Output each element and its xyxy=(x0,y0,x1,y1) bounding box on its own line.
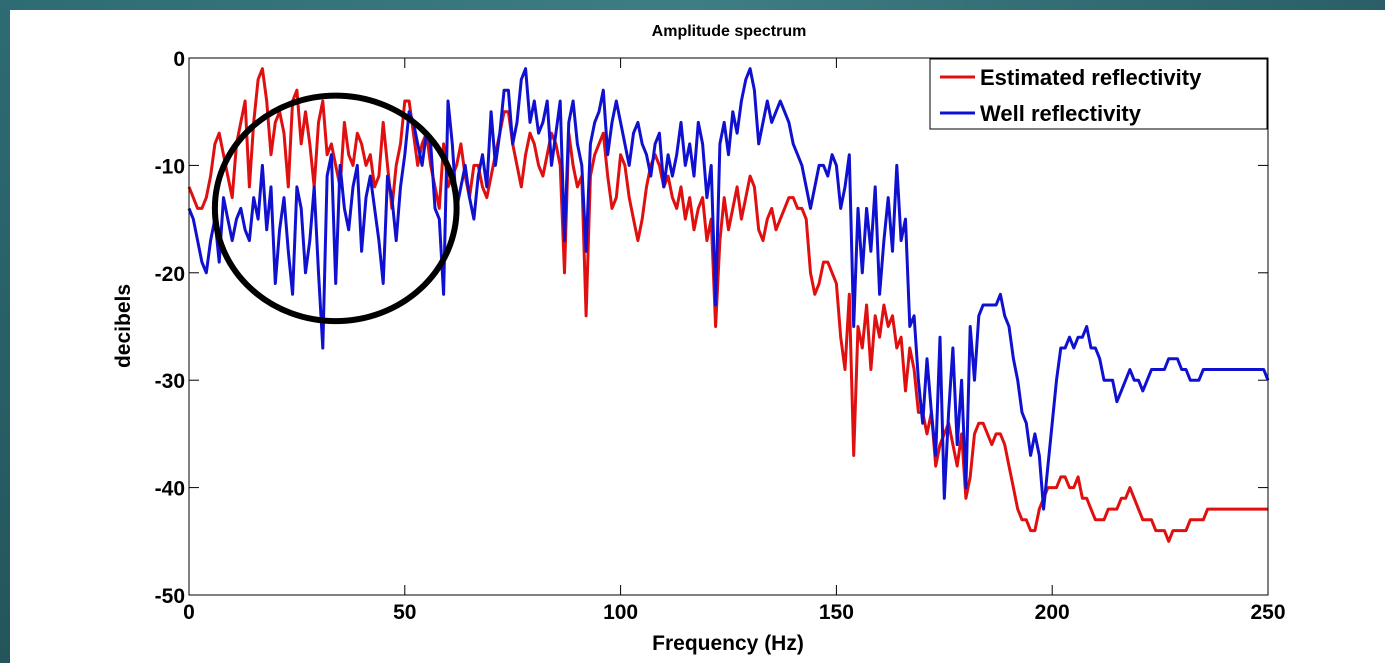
plot-area-frame xyxy=(188,57,1269,596)
slide-frame-top xyxy=(0,0,1385,10)
legend-label-well-reflectivity: Well reflectivity xyxy=(980,101,1142,126)
chart-title: Amplitude spectrum xyxy=(652,23,807,40)
x-axis-label: Frequency (Hz) xyxy=(652,632,804,655)
y-tick-labels: 0 -10 -20 -30 -40 -50 xyxy=(155,48,185,608)
x-tick-label: 200 xyxy=(1035,601,1070,624)
x-tick-label: 0 xyxy=(183,601,195,624)
x-tick-label: 150 xyxy=(819,601,854,624)
x-tick-label: 250 xyxy=(1250,601,1285,624)
series-line-well-reflectivity xyxy=(187,67,1270,511)
series-lines xyxy=(187,67,1270,543)
legend-box xyxy=(929,58,1268,130)
series-line-estimated-reflectivity xyxy=(187,67,1268,543)
y-tick-label: -30 xyxy=(155,370,185,393)
annotation-ellipse xyxy=(211,92,460,325)
y-axis-label: decibels xyxy=(112,284,135,368)
x-tick-label: 50 xyxy=(393,601,416,624)
y-tick-label: -20 xyxy=(155,263,185,286)
legend: Estimated reflectivity Well reflectivity xyxy=(929,58,1268,130)
y-tick-label: -40 xyxy=(155,478,185,501)
y-tick-label: -10 xyxy=(155,155,185,178)
y-tick-label: 0 xyxy=(173,48,185,71)
x-tick-label: 100 xyxy=(603,601,638,624)
y-tick-label: -50 xyxy=(155,585,185,608)
slide-frame-left xyxy=(0,0,10,663)
legend-label-estimated-reflectivity: Estimated reflectivity xyxy=(980,65,1202,90)
x-tick-labels: 0 50 100 150 200 250 xyxy=(183,601,1285,624)
